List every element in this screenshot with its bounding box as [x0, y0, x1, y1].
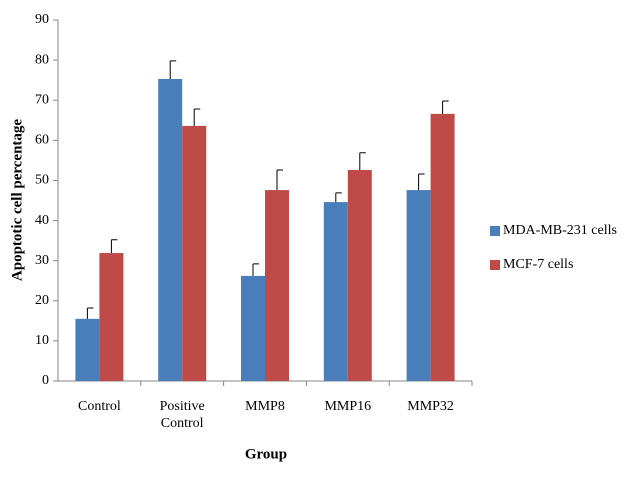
y-tick-label: 30	[35, 253, 49, 268]
error-bar	[442, 100, 449, 114]
error-bar	[335, 192, 342, 203]
bar	[75, 318, 100, 381]
legend-label: MCF-7 cells	[503, 257, 573, 272]
error-bar	[359, 152, 366, 171]
x-tick-label: MMP16	[324, 399, 372, 414]
bar	[241, 275, 265, 381]
bar	[430, 113, 455, 382]
x-tick-label: Control	[78, 399, 121, 414]
legend-swatch	[490, 260, 500, 270]
y-tick-label: 60	[35, 133, 49, 148]
y-tick-label: 70	[35, 92, 49, 107]
y-tick-label: 10	[35, 333, 49, 348]
x-tick-label: MMP8	[245, 399, 285, 414]
y-tick-label: 50	[35, 173, 49, 188]
bar	[182, 125, 207, 381]
error-bar	[193, 108, 201, 126]
bar	[406, 190, 431, 381]
error-bar	[169, 60, 177, 79]
legend-label: MDA-MB-231 cells	[503, 223, 617, 238]
error-bar	[110, 239, 118, 254]
error-bar	[252, 263, 259, 276]
x-tick-label: Positive Control	[159, 399, 205, 431]
x-axis-label: Group	[245, 446, 287, 462]
legend-swatch	[490, 226, 500, 236]
y-tick-label: 0	[42, 373, 49, 388]
x-tick-label: MMP32	[407, 399, 454, 414]
error-bar	[418, 173, 425, 191]
y-tick-label: 90	[35, 12, 49, 27]
y-tick-label: 20	[35, 293, 49, 308]
error-bar	[86, 307, 94, 319]
bar	[158, 78, 183, 382]
bar	[347, 170, 372, 381]
y-axis-label: Apoptotic cell percentage	[9, 119, 25, 282]
bar	[99, 253, 124, 381]
y-tick-label: 80	[35, 52, 49, 67]
bar	[323, 202, 348, 381]
y-tick-label: 40	[35, 213, 49, 228]
bar	[265, 190, 289, 381]
error-bar	[276, 169, 283, 191]
